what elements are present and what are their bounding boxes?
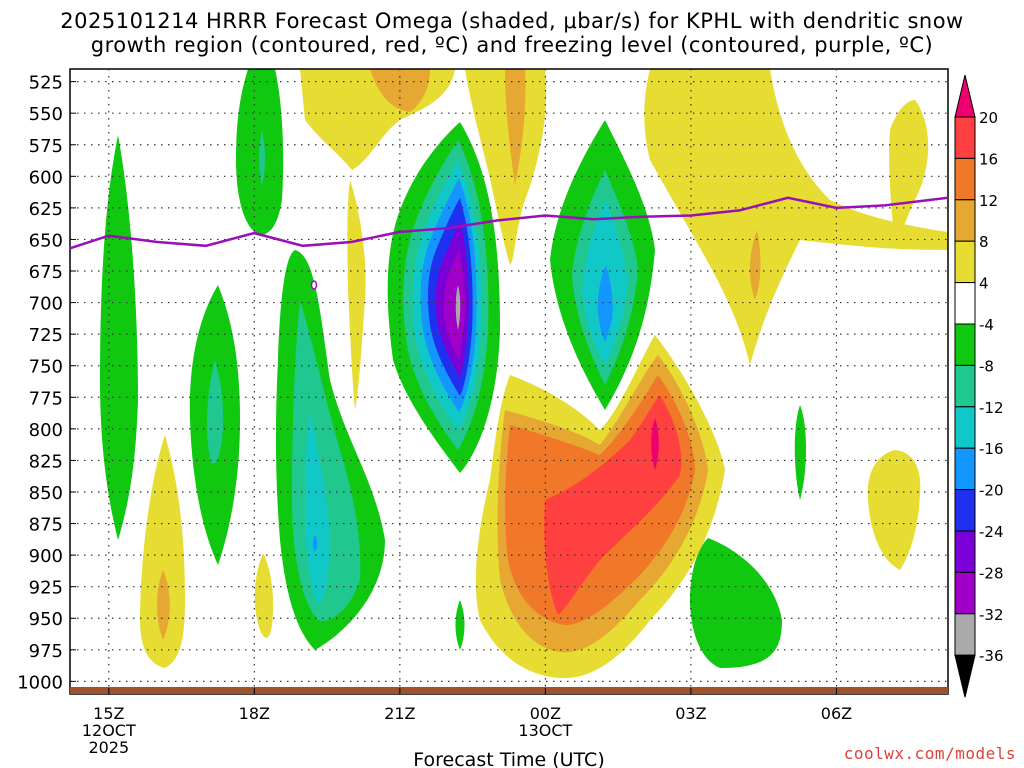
y-tick-label: 825: [29, 451, 63, 472]
colorbar-label: -4: [979, 316, 994, 334]
colorbar-label: 4: [979, 275, 989, 293]
colorbar-label: -36: [979, 647, 1004, 665]
colorbar-swatch: [954, 447, 976, 491]
credit-text: coolwx.com/models: [843, 744, 1016, 763]
omega-positive-region: [465, 69, 547, 265]
omega-negative-region: [312, 535, 318, 552]
x-tick-label: 15Z: [93, 704, 124, 723]
colorbar-swatch: [954, 282, 976, 325]
chart-title-line-1: 2025101214 HRRR Forecast Omega (shaded, …: [60, 9, 964, 33]
y-tick-label: 950: [29, 609, 63, 630]
omega-negative-region: [207, 360, 224, 464]
x-axis-title: Forecast Time (UTC): [413, 749, 604, 768]
omega-negative-region: [597, 265, 613, 342]
omega-positive-region: [867, 450, 921, 570]
x-tick-label: 21Z: [384, 704, 415, 723]
colorbar-swatch: [954, 489, 976, 532]
x-tick-label: 06Z: [821, 704, 852, 723]
y-tick-label: 925: [29, 578, 63, 599]
y-tick-label: 875: [29, 515, 63, 536]
colorbar-label: -24: [979, 523, 1004, 541]
colorbar-swatch: [954, 364, 976, 408]
colorbar-swatch: [954, 406, 976, 449]
x-tick-label: 00Z: [530, 704, 561, 723]
omega-negative-region: [455, 285, 461, 330]
colorbar-swatch: [954, 157, 976, 201]
omega-positive-region: [140, 435, 185, 668]
colorbar-swatch: [954, 530, 976, 573]
x-tick-label: 12OCT: [82, 721, 136, 740]
omega-negative-region: [259, 130, 265, 185]
colorbar-label: -32: [979, 606, 1004, 624]
y-tick-label: 600: [29, 167, 63, 188]
colorbar-label: -28: [979, 564, 1004, 582]
omega-positive-region: [505, 69, 526, 185]
omega-shading: [100, 69, 948, 679]
x-tick-label: 13OCT: [518, 721, 572, 740]
colorbar-swatch: [954, 323, 976, 366]
y-tick-label: 550: [29, 104, 63, 125]
colorbar-label: 16: [979, 150, 998, 168]
ground-surface-strip: [70, 687, 948, 694]
colorbar-swatch: [954, 116, 976, 159]
colorbar-label: 20: [979, 109, 998, 127]
chart-title-line-2: growth region (contoured, red, ºC) and f…: [90, 33, 934, 57]
colorbar-label: -8: [979, 357, 994, 375]
x-tick-label: 18Z: [239, 704, 270, 723]
colorbar-label: 8: [979, 233, 989, 251]
colorbar-swatch: [954, 613, 976, 656]
colorbar-swatch: [954, 74, 976, 118]
omega-negative-region: [794, 405, 806, 500]
y-tick-label: 650: [29, 230, 63, 251]
y-tick-label: 525: [29, 73, 63, 94]
y-tick-label: 625: [29, 199, 63, 220]
y-tick-label: 775: [29, 388, 63, 409]
y-tick-label: 975: [29, 641, 63, 662]
x-tick-label: 03Z: [675, 704, 706, 723]
colorbar-label: -16: [979, 440, 1004, 458]
y-tick-label: 575: [29, 136, 63, 157]
freezing-level-label-marker: [310, 280, 318, 290]
omega-positive-region: [347, 180, 366, 410]
omega-negative-region: [100, 135, 138, 540]
colorbar-swatch: [954, 199, 976, 242]
y-tick-label: 675: [29, 262, 63, 283]
x-tick-label: 2025: [88, 738, 129, 757]
colorbar-swatch: [954, 654, 976, 698]
freezing-level-line: [69, 196, 949, 250]
y-tick-label: 700: [29, 294, 63, 315]
y-tick-label: 900: [29, 546, 63, 567]
omega-positive-region: [157, 570, 170, 640]
colorbar-swatch: [954, 571, 976, 615]
omega-positive-region: [644, 69, 948, 365]
omega-positive-region: [651, 418, 659, 470]
omega-positive-region: [544, 395, 682, 615]
colorbar-label: 12: [979, 192, 998, 210]
omega-negative-region: [443, 250, 465, 360]
omega-negative-region: [690, 538, 782, 668]
colorbar-swatch: [954, 240, 976, 284]
omega-positive-region: [254, 553, 274, 638]
omega-negative-region: [455, 600, 465, 650]
colorbar: 20 16 12 8 4 -4 -8 -12 -16 -20 -24 -28 -32 -36: [954, 74, 1004, 698]
y-tick-label: 850: [29, 483, 63, 504]
omega-positive-region: [749, 230, 761, 300]
y-tick-label: 1000: [17, 672, 63, 693]
y-tick-label: 750: [29, 357, 63, 378]
y-tick-label: 800: [29, 420, 63, 441]
omega-positive-region: [889, 100, 929, 245]
y-tick-label: 725: [29, 325, 63, 346]
omega-negative-region: [305, 410, 330, 605]
colorbar-label: -12: [979, 399, 1004, 417]
y-axis: 525 550 575 600 625 650 675 700 725 750 775 800 825 8…: [17, 73, 76, 693]
colorbar-label: -20: [979, 482, 1004, 500]
